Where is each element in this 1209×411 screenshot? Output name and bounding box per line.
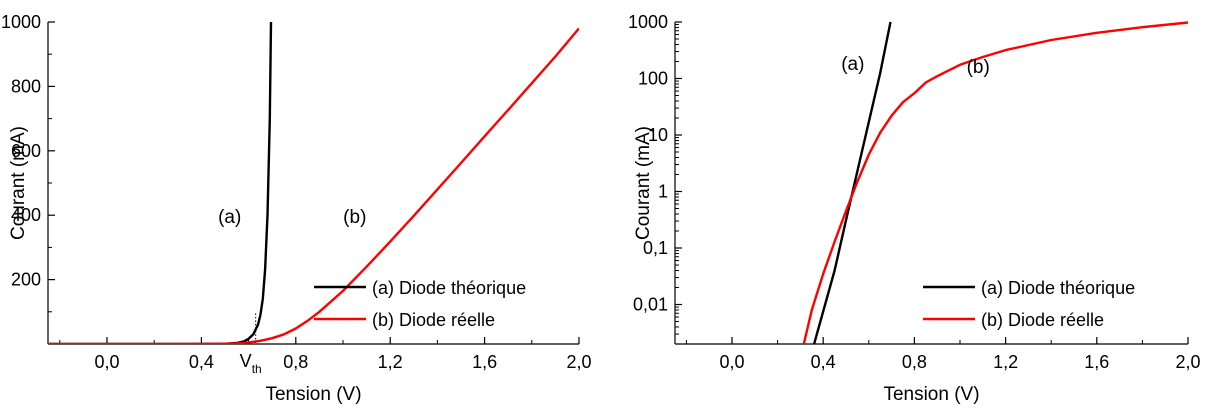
y-tick-label: 10	[648, 125, 668, 145]
x-tick-label: 0,4	[189, 352, 214, 372]
x-tick-label: 0,8	[902, 352, 927, 372]
x-tick-label: 1,6	[1084, 352, 1109, 372]
y-axis-title: Courant (mA)	[8, 126, 29, 240]
y-tick-label: 1000	[1, 12, 41, 32]
series-line-a	[812, 21, 892, 344]
y-axis-title: Courant (mA)	[633, 126, 654, 240]
x-tick-label: 2,0	[1175, 352, 1200, 372]
x-axis-title: Tension (V)	[883, 384, 979, 405]
chart-1: 0,0 0,4 0,8 1,2 1,6 2,0 200 400 600 800 1000 Tensio…	[1, 12, 592, 405]
curve-annotation: (a)	[218, 207, 241, 228]
x-tick-label: 0,0	[719, 352, 744, 372]
legend-label: (a) Diode théorique	[372, 278, 526, 298]
vth-main: V	[240, 351, 252, 371]
x-tick-label: 0,0	[94, 352, 119, 372]
y-tick-label: 800	[11, 76, 41, 96]
legend-label: (b) Diode réelle	[981, 310, 1104, 330]
y-tick-label: 0,1	[643, 238, 668, 258]
x-axis-title: Tension (V)	[265, 384, 361, 405]
series-line-b	[802, 21, 1188, 344]
x-tick-label: 1,2	[993, 352, 1018, 372]
x-tick-label: 0,4	[811, 352, 836, 372]
legend: (a) Diode théorique (b) Diode réelle	[314, 278, 526, 330]
y-tick-label: 0,01	[633, 295, 668, 315]
chart-2: 0,0 0,4 0,8 1,2 1,6 2,0 0,01 0,1 1 10 100 1000 Tensi…	[628, 12, 1201, 405]
x-tick-label: 0,8	[283, 352, 308, 372]
y-tick-label: 100	[638, 69, 668, 89]
y-tick-label: 1000	[628, 12, 668, 32]
series-line-b	[48, 27, 579, 344]
vth-subscript: th	[252, 362, 262, 376]
legend-label: (a) Diode théorique	[981, 278, 1135, 298]
vth-label: Vth	[240, 351, 262, 376]
series-line-a	[48, 21, 273, 344]
y-tick-label: 400	[11, 205, 41, 225]
curve-annotation: (b)	[967, 57, 990, 78]
curve-annotation: (b)	[343, 207, 366, 228]
x-tick-label: 2,0	[566, 352, 591, 372]
x-tick-label: 1,2	[378, 352, 403, 372]
x-tick-label: 1,6	[472, 352, 497, 372]
legend: (a) Diode théorique (b) Diode réelle	[923, 278, 1135, 330]
y-tick-label: 200	[11, 270, 41, 290]
y-tick-label: 600	[11, 141, 41, 161]
y-tick-label: 1	[658, 182, 668, 202]
curve-annotation: (a)	[841, 54, 864, 75]
legend-label: (b) Diode réelle	[372, 310, 495, 330]
